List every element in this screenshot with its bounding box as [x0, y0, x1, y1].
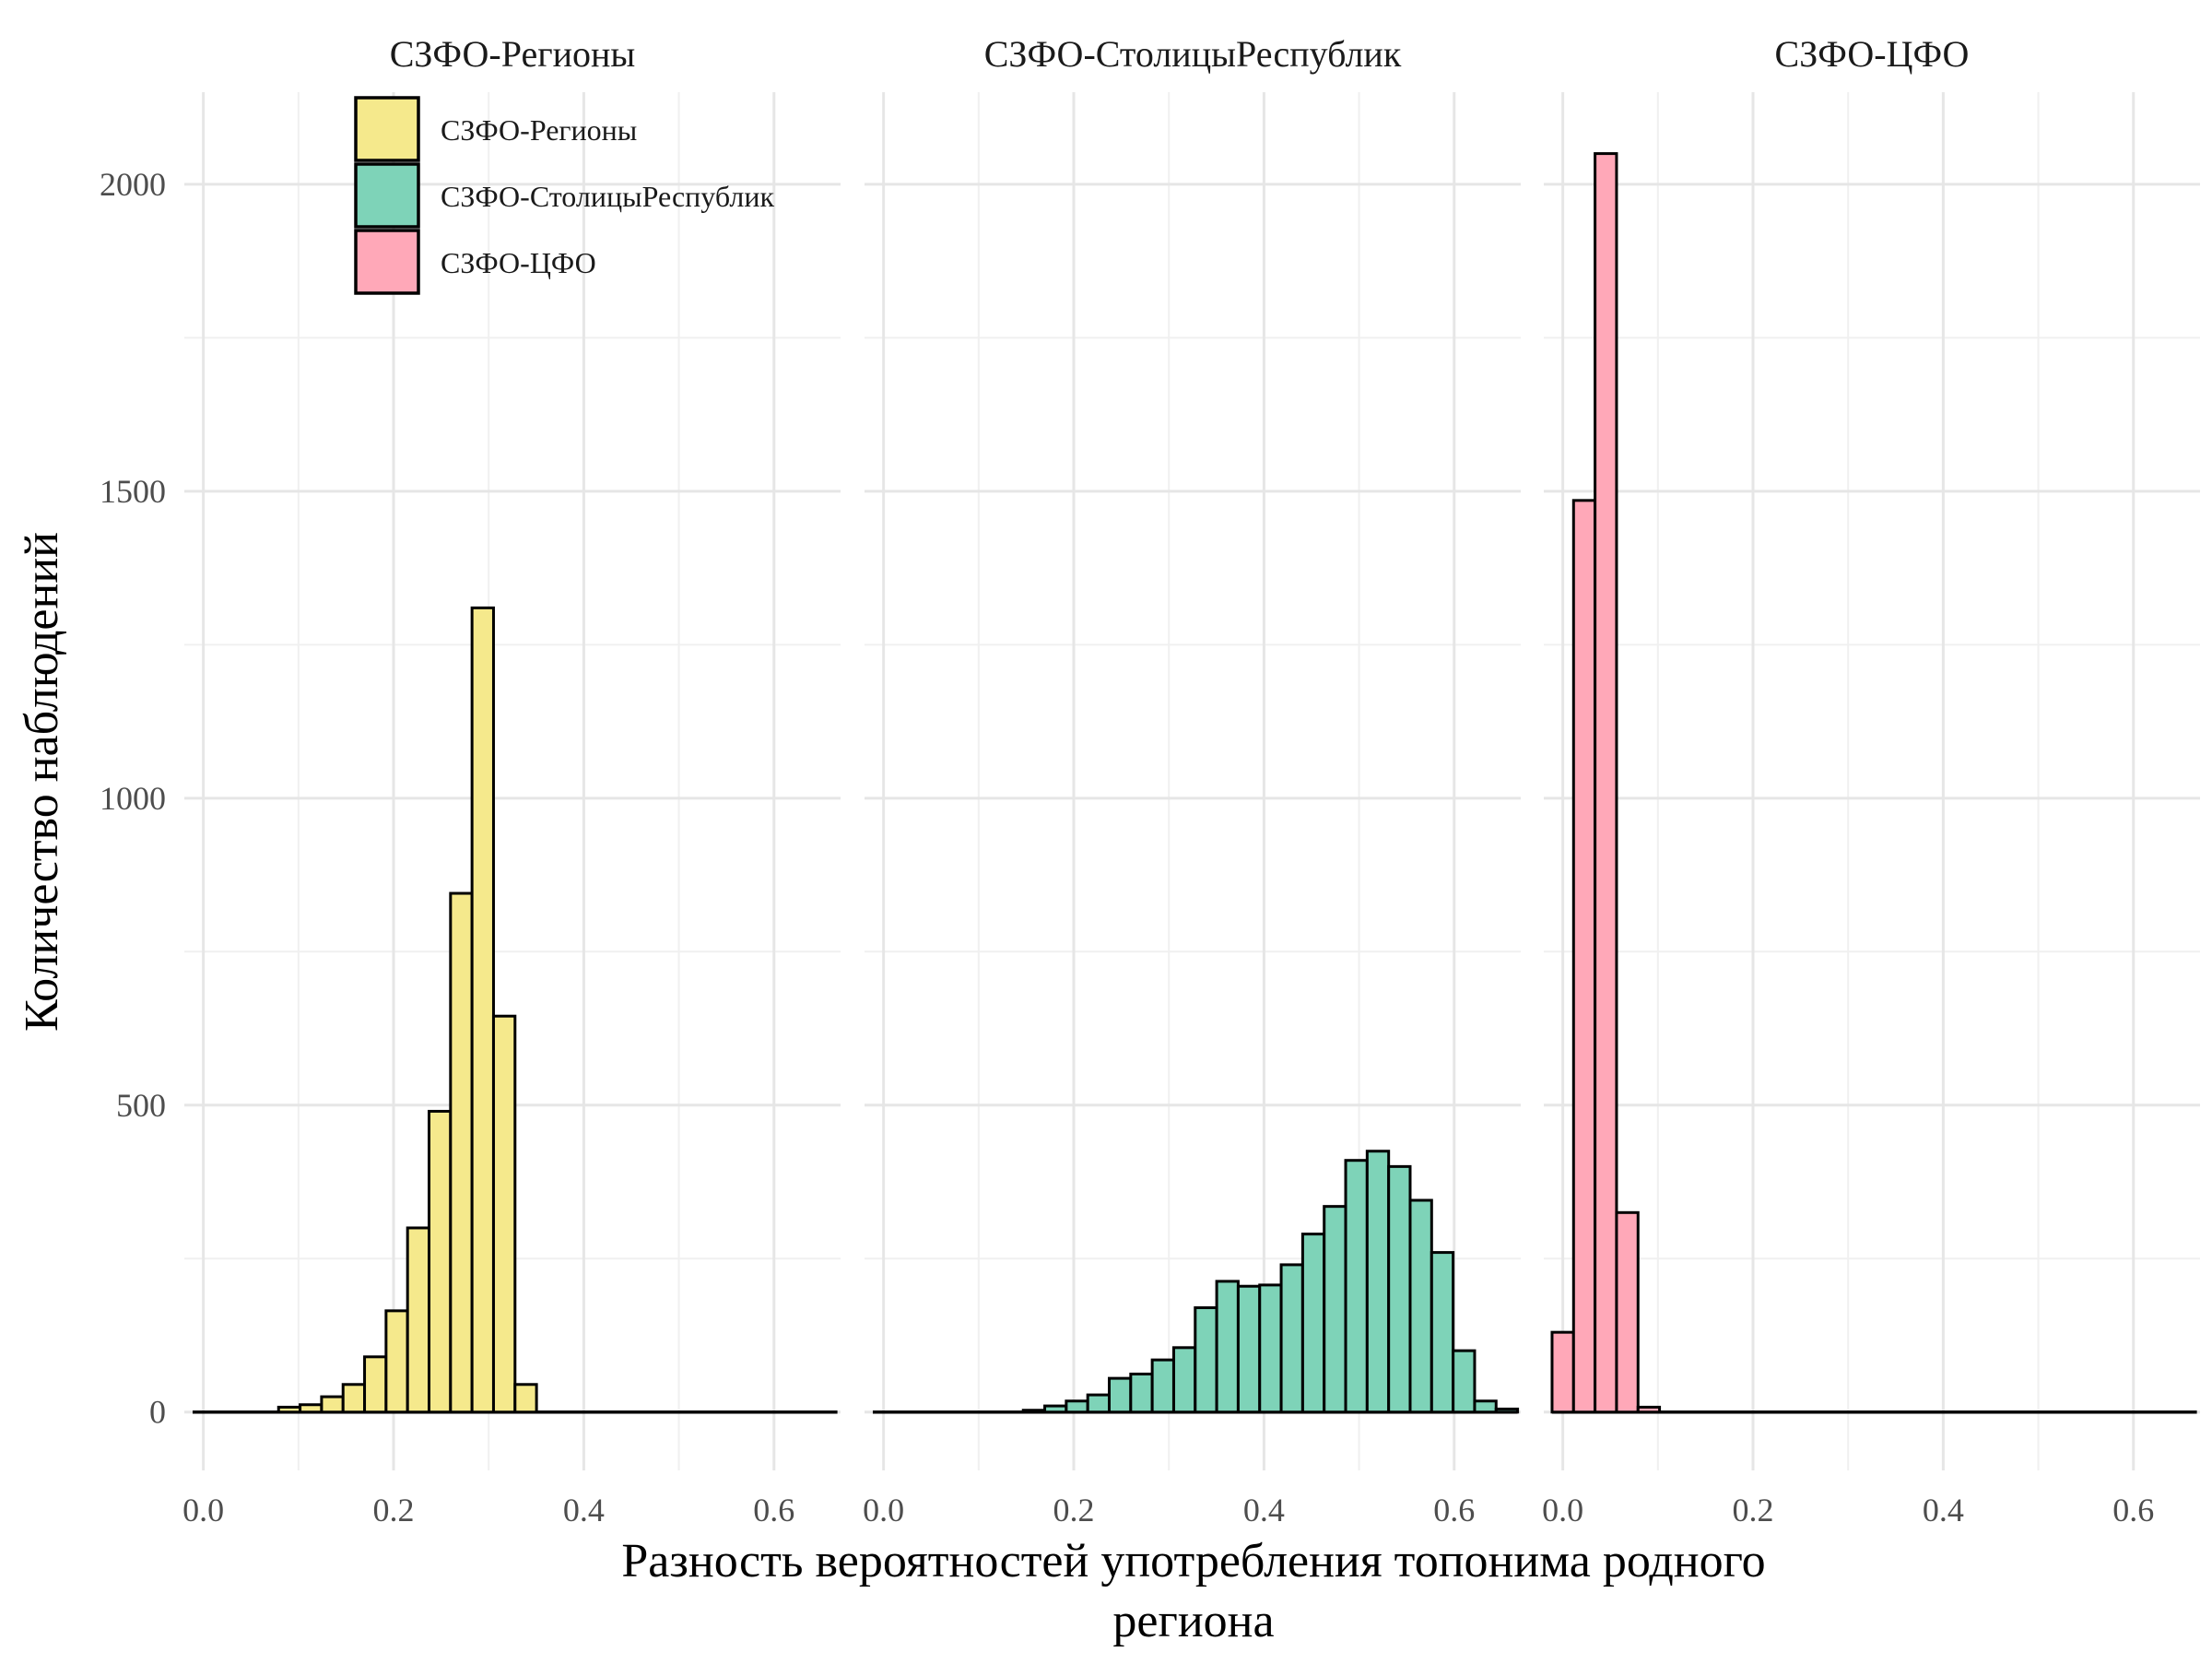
- x-tick-label: 0.2: [373, 1492, 415, 1528]
- x-tick-label: 0.4: [1243, 1492, 1285, 1528]
- facet-strip-label: СЗФО-ЦФО: [1775, 33, 1970, 75]
- y-tick-label: 2000: [100, 166, 166, 203]
- panel-1: СЗФО-Регионы 0.0 0.2 0.4 0.6: [182, 33, 841, 1528]
- histogram-bar: [1550, 1330, 1575, 1414]
- histogram-bar: [1408, 1198, 1433, 1414]
- histogram-bar: [513, 1383, 538, 1414]
- histogram-bar: [1615, 1210, 1640, 1414]
- y-tick-label: 500: [116, 1087, 166, 1124]
- histogram-bar: [1194, 1306, 1218, 1414]
- x-axis-title: региона: [1112, 1595, 1274, 1647]
- histogram-bar: [276, 1405, 302, 1414]
- histogram-bar: [1473, 1399, 1498, 1414]
- histogram-bar: [1171, 1346, 1197, 1414]
- x-tick-label: 0.0: [182, 1492, 224, 1528]
- panel-2: СЗФО-СтолицыРеспублик 0.0 0.2 0.4 0.6: [863, 33, 1521, 1528]
- x-tick-label: 0.2: [1733, 1492, 1774, 1528]
- histogram-bar: [1571, 499, 1597, 1414]
- histogram-bar: [299, 1403, 324, 1414]
- x-tick-label: 0.0: [1542, 1492, 1583, 1528]
- histogram-bar: [470, 606, 495, 1414]
- facet-strip-label: СЗФО-Регионы: [390, 33, 636, 75]
- x-tick-label: 0.6: [1433, 1492, 1475, 1528]
- histogram-bar: [1236, 1284, 1262, 1414]
- histogram-bar: [320, 1395, 345, 1414]
- x-tick-label: 0.6: [2112, 1492, 2154, 1528]
- histogram-bar: [1594, 152, 1618, 1414]
- legend-key-swatch: [354, 229, 420, 295]
- histogram-bar: [1365, 1150, 1391, 1414]
- y-tick-label: 0: [149, 1394, 166, 1431]
- y-tick-label: 1500: [100, 473, 166, 510]
- x-tick-label: 0.0: [863, 1492, 904, 1528]
- legend-key-swatch: [354, 162, 420, 229]
- histogram-bar: [428, 1109, 453, 1414]
- histogram-bar: [406, 1226, 431, 1414]
- legend-entry-label: СЗФО-Регионы: [441, 113, 637, 147]
- histogram-bar: [1086, 1393, 1112, 1414]
- y-tick-label: 1000: [100, 780, 166, 817]
- histogram-bar: [1258, 1283, 1283, 1414]
- histogram-bar: [1129, 1372, 1154, 1414]
- legend: СЗФО-Регионы СЗФО-СтолицыРеспублик СЗФО-ЦФ…: [354, 96, 774, 295]
- histogram-bar: [1215, 1280, 1240, 1414]
- histogram-bar: [1043, 1404, 1068, 1414]
- x-tick-label: 0.6: [753, 1492, 794, 1528]
- facet-strip-label: СЗФО-СтолицыРеспублик: [984, 33, 1402, 75]
- panel-3: СЗФО-ЦФО 0.0 0.2 0.4 0.6: [1542, 33, 2200, 1528]
- histogram-bar: [363, 1355, 388, 1414]
- histogram-bar: [1430, 1251, 1455, 1414]
- histogram-bar: [449, 891, 474, 1414]
- histogram-bar: [1452, 1349, 1477, 1414]
- x-tick-label: 0.2: [1053, 1492, 1095, 1528]
- histogram-bar: [1387, 1164, 1412, 1414]
- histogram-bar: [1021, 1409, 1047, 1414]
- histogram-bar: [1344, 1159, 1369, 1414]
- histogram-bar: [1108, 1376, 1133, 1414]
- x-tick-label: 0.4: [1923, 1492, 1964, 1528]
- histogram-bar: [1494, 1407, 1520, 1414]
- histogram-bar: [1150, 1358, 1175, 1414]
- histogram-bar: [1323, 1205, 1347, 1414]
- histogram-bar: [1300, 1233, 1326, 1414]
- histogram-bar: [1279, 1263, 1304, 1414]
- y-axis-title: Количество наблюдений: [16, 532, 68, 1032]
- histogram-bar: [491, 1014, 517, 1414]
- legend-key-swatch: [354, 96, 420, 162]
- legend-entry-label: СЗФО-ЦФО: [441, 246, 596, 279]
- histogram-bar: [384, 1309, 409, 1414]
- histogram-bar: [1065, 1399, 1089, 1414]
- x-tick-label: 0.4: [563, 1492, 605, 1528]
- legend-entry-label: СЗФО-СтолицыРеспублик: [441, 180, 774, 213]
- histogram-bar: [341, 1383, 367, 1414]
- histogram-bar: [1636, 1405, 1662, 1414]
- x-axis-title: Разность вероятностей употребления топон…: [621, 1535, 1765, 1587]
